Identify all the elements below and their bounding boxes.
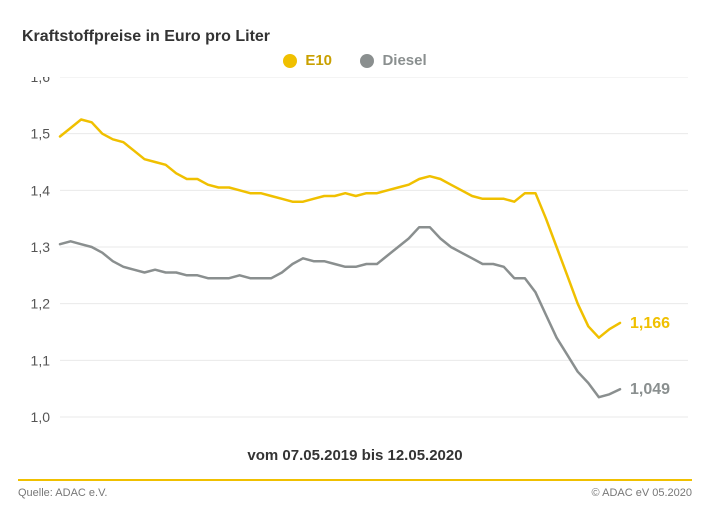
legend-label-diesel: Diesel [382, 52, 426, 69]
svg-text:1,2: 1,2 [31, 295, 51, 311]
chart-title: Kraftstoffpreise in Euro pro Liter [22, 28, 692, 46]
legend-swatch-diesel [360, 54, 374, 68]
svg-text:1,049: 1,049 [630, 381, 670, 398]
footer: Quelle: ADAC e.V. © ADAC eV 05.2020 [18, 479, 692, 499]
svg-text:1,1: 1,1 [31, 352, 51, 368]
svg-text:1,4: 1,4 [31, 182, 51, 198]
svg-text:1,3: 1,3 [31, 239, 51, 255]
legend-item-diesel: Diesel [360, 52, 426, 69]
svg-text:1,5: 1,5 [31, 125, 51, 141]
chart-subtitle: vom 07.05.2019 bis 12.05.2020 [18, 447, 692, 464]
svg-text:1,6: 1,6 [31, 77, 51, 85]
chart-container: Kraftstoffpreise in Euro pro Liter E10 D… [0, 0, 710, 513]
footer-copyright: © ADAC eV 05.2020 [592, 487, 692, 499]
chart-plot-area: 1,0 1,1 1,2 1,3 1,4 1,5 1,6 1,166 1,049 [18, 77, 692, 437]
svg-text:1,166: 1,166 [630, 314, 670, 331]
legend-item-e10: E10 [283, 52, 332, 69]
legend-label-e10: E10 [305, 52, 332, 69]
svg-text:1,0: 1,0 [31, 409, 51, 425]
chart-svg: 1,0 1,1 1,2 1,3 1,4 1,5 1,6 1,166 1,049 [18, 77, 688, 437]
legend: E10 Diesel [18, 52, 692, 73]
footer-source: Quelle: ADAC e.V. [18, 487, 107, 499]
legend-swatch-e10 [283, 54, 297, 68]
